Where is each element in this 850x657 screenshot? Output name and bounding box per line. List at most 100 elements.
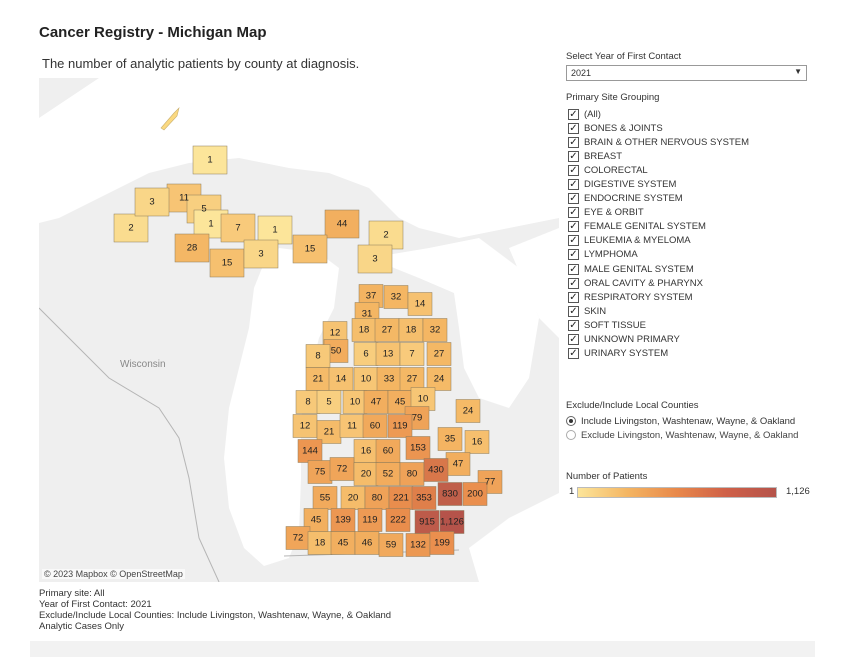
county-shape[interactable]	[429, 531, 455, 555]
radio-include[interactable]: Include Livingston, Washtenaw, Wayne, & …	[566, 414, 798, 428]
site-option-label[interactable]: LYMPHOMA	[584, 249, 638, 261]
checkbox-checked-icon[interactable]: ✓	[568, 348, 579, 360]
checkbox-checked-icon[interactable]: ✓	[568, 305, 579, 317]
county-shape[interactable]	[387, 414, 413, 438]
county-shape[interactable]	[316, 390, 342, 414]
checkbox-checked-icon[interactable]: ✓	[568, 150, 579, 162]
site-option-label[interactable]: SKIN	[584, 305, 607, 317]
site-option-label[interactable]: (All)	[584, 108, 601, 120]
county-shape[interactable]	[426, 367, 452, 391]
site-option-label[interactable]: RESPIRATORY SYSTEM	[584, 291, 693, 303]
county-shape[interactable]	[174, 233, 210, 263]
site-option-label[interactable]: URINARY SYSTEM	[584, 348, 669, 360]
checkbox-checked-icon[interactable]: ✓	[568, 249, 579, 261]
county-shape[interactable]	[462, 482, 488, 506]
local-radio-group[interactable]: Include Livingston, Washtenaw, Wayne, & …	[566, 414, 798, 442]
county-shape[interactable]	[209, 248, 245, 278]
county-shape[interactable]	[422, 318, 448, 342]
site-option-label[interactable]: FEMALE GENITAL SYSTEM	[584, 221, 706, 233]
site-checkbox-list[interactable]: ✓ (All) ✓ BONES & JOINTS ✓ BRAIN & OTHER NERV…	[568, 107, 749, 361]
michigan-map[interactable]: 1 11 5 1 2 3 28 7 1 44 2 15 3 15 3 37 32 14 31 12 18 27 18 32 50…	[39, 78, 559, 582]
site-option[interactable]: ✓ SKIN	[568, 304, 749, 318]
checkbox-checked-icon[interactable]: ✓	[568, 207, 579, 219]
site-option-label[interactable]: BREAST	[584, 150, 623, 162]
site-option[interactable]: ✓ RESPIRATORY SYSTEM	[568, 290, 749, 304]
county-shape[interactable]	[362, 414, 388, 438]
county-shape[interactable]	[437, 482, 463, 506]
county-shape[interactable]	[378, 533, 404, 557]
site-option[interactable]: ✓ UNKNOWN PRIMARY	[568, 333, 749, 347]
county-shape[interactable]	[113, 213, 149, 243]
site-option-label[interactable]: MALE GENITAL SYSTEM	[584, 263, 694, 275]
site-option-label[interactable]: BONES & JOINTS	[584, 122, 663, 134]
county-shape[interactable]	[324, 209, 360, 239]
site-option-label[interactable]: COLORECTAL	[584, 164, 648, 176]
county-layer[interactable]	[113, 145, 503, 557]
checkbox-checked-icon[interactable]: ✓	[568, 334, 579, 346]
radio-selected-icon[interactable]	[566, 416, 576, 426]
map-attribution[interactable]: © 2023 Mapbox © OpenStreetMap	[42, 569, 185, 579]
county-shape[interactable]	[455, 399, 481, 423]
site-option[interactable]: ✓ ORAL CAVITY & PHARYNX	[568, 276, 749, 290]
county-shape[interactable]	[423, 458, 449, 482]
site-option[interactable]: ✓ EYE & ORBIT	[568, 206, 749, 220]
site-option[interactable]: ✓ COLORECTAL	[568, 163, 749, 177]
site-option[interactable]: ✓ BONES & JOINTS	[568, 121, 749, 135]
site-option-label[interactable]: BRAIN & OTHER NERVOUS SYSTEM	[584, 136, 750, 148]
site-option-label[interactable]: LEUKEMIA & MYELOMA	[584, 235, 691, 247]
site-option[interactable]: ✓ MALE GENITAL SYSTEM	[568, 262, 749, 276]
county-shape[interactable]	[292, 234, 328, 264]
site-option[interactable]: ✓ LEUKEMIA & MYELOMA	[568, 234, 749, 248]
site-option[interactable]: ✓ URINARY SYSTEM	[568, 347, 749, 361]
radio-exclude-label[interactable]: Exclude Livingston, Washtenaw, Wayne, & …	[581, 429, 799, 441]
checkbox-checked-icon[interactable]: ✓	[568, 164, 579, 176]
site-option-label[interactable]: ENDOCRINE SYSTEM	[584, 193, 683, 205]
checkbox-checked-icon[interactable]: ✓	[568, 319, 579, 331]
county-shape[interactable]	[464, 430, 490, 454]
site-option[interactable]: ✓ SOFT TISSUE	[568, 318, 749, 332]
site-option-label[interactable]: UNKNOWN PRIMARY	[584, 334, 680, 346]
checkbox-checked-icon[interactable]: ✓	[568, 235, 579, 247]
checkbox-checked-icon[interactable]: ✓	[568, 122, 579, 134]
site-option[interactable]: ✓ FEMALE GENITAL SYSTEM	[568, 220, 749, 234]
county-shape[interactable]	[411, 486, 437, 510]
county-shape[interactable]	[243, 239, 279, 269]
checkbox-checked-icon[interactable]: ✓	[568, 221, 579, 233]
site-option-label[interactable]: EYE & ORBIT	[584, 207, 644, 219]
site-option-label[interactable]: DIGESTIVE SYSTEM	[584, 179, 677, 191]
county-shape[interactable]	[134, 187, 170, 217]
county-shape[interactable]	[220, 213, 256, 243]
dropdown-arrow-icon[interactable]: ▼	[794, 67, 802, 76]
radio-exclude[interactable]: Exclude Livingston, Washtenaw, Wayne, & …	[566, 428, 798, 442]
county-shape[interactable]	[437, 427, 463, 451]
checkbox-checked-icon[interactable]: ✓	[568, 193, 579, 205]
site-option-label[interactable]: ORAL CAVITY & PHARYNX	[584, 277, 703, 289]
site-option[interactable]: ✓ BRAIN & OTHER NERVOUS SYSTEM	[568, 135, 749, 149]
checkbox-checked-icon[interactable]: ✓	[568, 108, 579, 120]
county-shape[interactable]	[407, 292, 433, 316]
checkbox-checked-icon[interactable]: ✓	[568, 291, 579, 303]
county-shape[interactable]	[385, 508, 411, 532]
site-option[interactable]: ✓ BREAST	[568, 149, 749, 163]
county-shape[interactable]	[192, 145, 228, 175]
site-option[interactable]: ✓ DIGESTIVE SYSTEM	[568, 177, 749, 191]
site-option-label[interactable]: SOFT TISSUE	[584, 319, 646, 331]
county-shape[interactable]	[399, 342, 425, 366]
site-option[interactable]: ✓ LYMPHOMA	[568, 248, 749, 262]
county-shape[interactable]	[426, 342, 452, 366]
radio-unselected-icon[interactable]	[566, 430, 576, 440]
county-shape[interactable]	[405, 436, 431, 460]
checkbox-checked-icon[interactable]: ✓	[568, 263, 579, 275]
site-option[interactable]: ✓ ENDOCRINE SYSTEM	[568, 192, 749, 206]
county-shape[interactable]	[368, 220, 404, 250]
checkbox-checked-icon[interactable]: ✓	[568, 179, 579, 191]
county-shape[interactable]	[257, 215, 293, 245]
radio-include-label[interactable]: Include Livingston, Washtenaw, Wayne, & …	[581, 415, 796, 427]
checkbox-checked-icon[interactable]: ✓	[568, 136, 579, 148]
site-option[interactable]: ✓ (All)	[568, 107, 749, 121]
county-value-label: 1,126	[440, 517, 464, 528]
year-select[interactable]: 2021 ▼	[566, 65, 807, 81]
county-shape[interactable]	[357, 244, 393, 274]
checkbox-checked-icon[interactable]: ✓	[568, 277, 579, 289]
